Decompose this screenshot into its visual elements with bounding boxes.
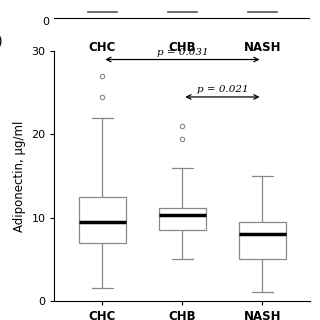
Text: NASH: NASH [244, 41, 281, 54]
Y-axis label: Adiponectin, µg/ml: Adiponectin, µg/ml [13, 120, 26, 232]
FancyBboxPatch shape [239, 222, 286, 259]
Text: 0: 0 [42, 17, 49, 28]
Text: p = 0.021: p = 0.021 [196, 85, 248, 94]
FancyBboxPatch shape [79, 197, 126, 243]
Text: CHB: CHB [169, 41, 196, 54]
Text: p = 0.031: p = 0.031 [156, 48, 208, 57]
Text: CHC: CHC [89, 41, 116, 54]
FancyBboxPatch shape [159, 208, 206, 230]
Text: (b): (b) [0, 35, 3, 49]
